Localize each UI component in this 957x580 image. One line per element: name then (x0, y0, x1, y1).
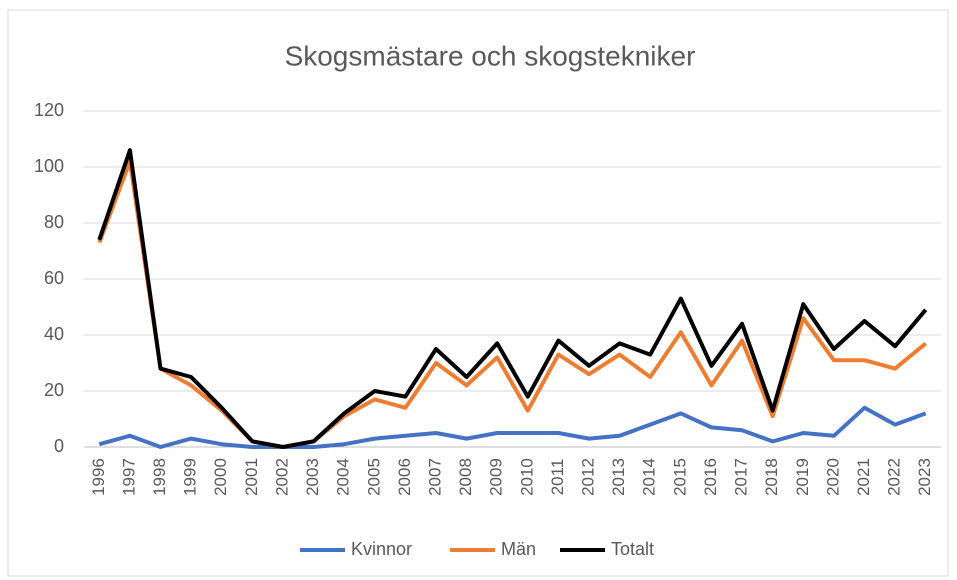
y-tick-label: 0 (54, 436, 64, 456)
x-tick-label: 2010 (517, 458, 536, 496)
x-tick-label: 2000 (211, 458, 230, 496)
x-tick-label: 2007 (425, 458, 444, 496)
x-tick-label: 2013 (609, 458, 628, 496)
x-tick-label: 2015 (670, 458, 689, 496)
x-tick-label: 2020 (823, 458, 842, 496)
series-line (97, 148, 928, 449)
x-tick-label: 2008 (456, 458, 475, 496)
x-tick-label: 2001 (242, 458, 261, 496)
y-tick-label: 100 (34, 156, 64, 176)
x-tick-label: 2017 (732, 458, 751, 496)
y-tick-label: 120 (34, 100, 64, 120)
x-tick-label: 1998 (150, 458, 169, 496)
x-tick-label: 2002 (272, 458, 291, 496)
x-tick-label: 2006 (395, 458, 414, 496)
x-tick-label: 2022 (885, 458, 904, 496)
legend-label: Män (501, 539, 536, 559)
x-tick-label: 2012 (579, 458, 598, 496)
x-tick-label: 1999 (181, 458, 200, 496)
x-tick-label: 2023 (915, 458, 934, 496)
x-tick-label: 2011 (548, 459, 567, 496)
chart-title: Skogsmästare och skogstekniker (285, 40, 696, 71)
y-tick-label: 20 (44, 380, 64, 400)
chart-border (7, 9, 949, 577)
legend-label: Kvinnor (351, 539, 412, 559)
x-tick-label: 2021 (854, 458, 873, 496)
x-tick-label: 2019 (793, 458, 812, 496)
x-tick-label: 2003 (303, 458, 322, 496)
x-tick-label: 2016 (701, 458, 720, 496)
y-tick-label: 80 (44, 212, 64, 232)
x-tick-label: 2018 (762, 458, 781, 496)
x-tick-label: 2009 (487, 458, 506, 496)
legend-label: Totalt (611, 539, 654, 559)
x-tick-label: 1996 (89, 458, 108, 496)
y-tick-label: 60 (44, 268, 64, 288)
x-tick-label: 2004 (334, 458, 353, 496)
x-tick-label: 1997 (119, 458, 138, 496)
series-line (98, 405, 927, 449)
y-tick-label: 40 (44, 324, 64, 344)
x-tick-label: 2014 (640, 458, 659, 496)
x-tick-label: 2005 (364, 458, 383, 496)
